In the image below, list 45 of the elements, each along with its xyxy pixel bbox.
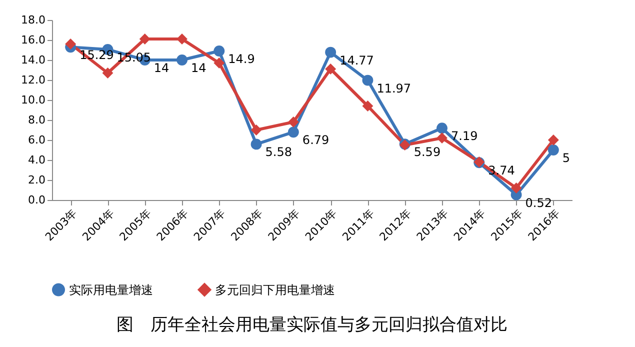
y-tick-label: 2.0 — [28, 174, 46, 186]
point — [176, 54, 188, 66]
data-label: 7.19 — [451, 129, 478, 144]
data-label: 14 — [154, 61, 170, 75]
data-label: 5.58 — [265, 145, 292, 160]
point — [214, 58, 225, 68]
point — [250, 124, 262, 136]
point — [288, 116, 299, 128]
point — [548, 134, 559, 146]
data-label: 14.9 — [228, 52, 255, 66]
data-label: 5 — [562, 151, 570, 165]
y-tick-label: 18.0 — [21, 14, 46, 26]
y-tick-label: 4.0 — [28, 154, 46, 166]
y-tick-label: 0.0 — [28, 194, 46, 206]
data-label: 11.97 — [376, 81, 412, 96]
point — [176, 34, 188, 44]
data-label: 0.52 — [525, 196, 552, 210]
y-tick-label: 12.0 — [21, 74, 46, 86]
legend-label: 多元回归下用电量增速 — [215, 282, 335, 297]
text: 图 历年全社会用电量实际值与多元回归拟合值对比 — [116, 315, 508, 335]
point — [65, 38, 76, 50]
data-label: 15.05 — [116, 50, 152, 64]
point — [510, 182, 522, 194]
data-label: 5.59 — [414, 145, 441, 160]
y-tick-label: 16.0 — [21, 34, 46, 46]
y-tick-label: 6.0 — [28, 134, 46, 146]
point — [288, 126, 299, 138]
point — [548, 144, 559, 156]
y-tick-label: 10.0 — [21, 94, 46, 106]
point — [325, 46, 336, 58]
point — [362, 100, 374, 112]
point — [250, 138, 262, 150]
point — [436, 132, 448, 144]
point — [325, 64, 336, 74]
point — [214, 46, 225, 56]
data-label: 14 — [191, 61, 206, 75]
point — [362, 74, 374, 86]
point — [102, 68, 114, 78]
y-tick-label: 8.0 — [28, 114, 46, 126]
point — [436, 122, 448, 134]
point — [139, 34, 150, 44]
legend-label: 实际用电量增速 — [69, 282, 153, 297]
data-label: 6.79 — [302, 133, 330, 148]
data-label: 14.77 — [340, 53, 374, 68]
y-tick-label: 14.0 — [21, 54, 46, 66]
